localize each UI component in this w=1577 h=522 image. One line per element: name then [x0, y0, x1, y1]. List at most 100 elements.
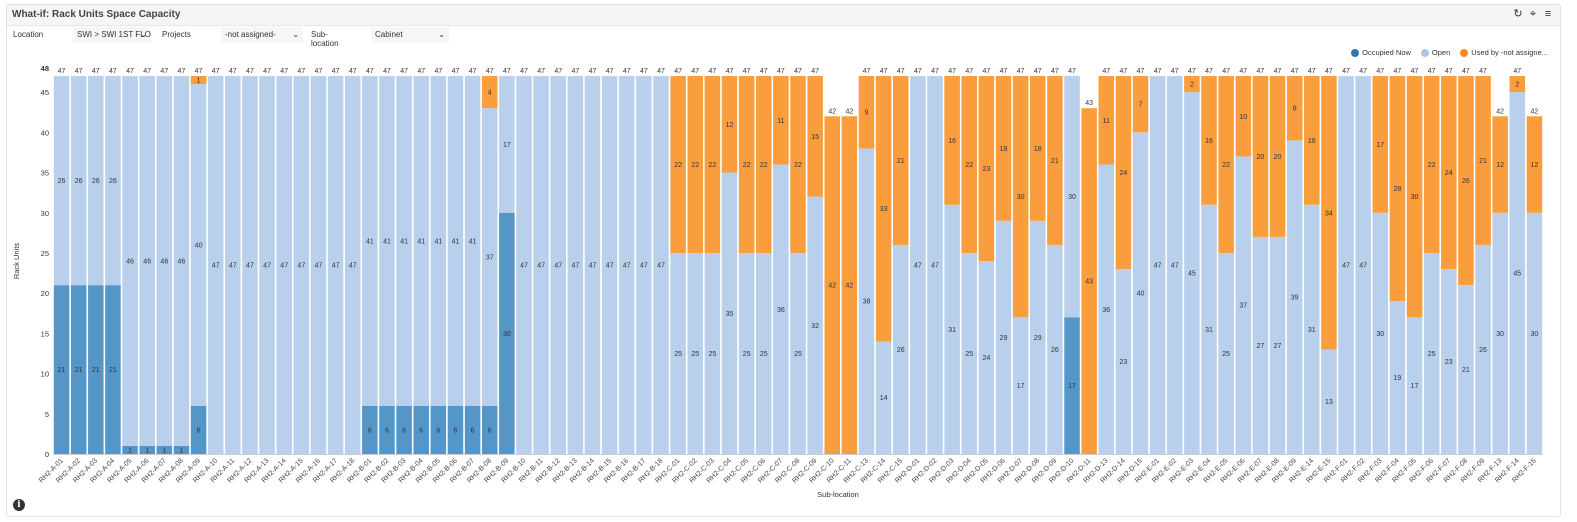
bar-segment[interactable]	[1081, 108, 1097, 454]
bar-segment[interactable]	[1509, 76, 1526, 93]
bar-segment[interactable]	[516, 76, 532, 455]
menu-icon[interactable]: ≡	[1544, 8, 1552, 20]
bar-segment[interactable]	[910, 76, 926, 455]
bar-segment[interactable]	[1252, 76, 1269, 237]
info-icon[interactable]: i	[13, 499, 25, 511]
location-select[interactable]: SWI > SWI 1ST FLO ⌄	[73, 27, 151, 43]
bar-segment[interactable]	[310, 76, 327, 455]
bar-segment[interactable]	[53, 285, 70, 454]
bar-segment[interactable]	[721, 76, 738, 173]
bar-segment[interactable]	[773, 76, 789, 165]
bar-segment[interactable]	[1458, 76, 1474, 286]
bar-segment[interactable]	[875, 341, 892, 454]
bar-segment[interactable]	[738, 76, 755, 253]
bar-segment[interactable]	[88, 285, 104, 454]
refresh-icon[interactable]: ↻	[1513, 8, 1523, 20]
bar-segment[interactable]	[1115, 269, 1132, 454]
projects-select[interactable]: -not assigned- ⌄	[221, 27, 303, 43]
bar-segment[interactable]	[1406, 317, 1423, 454]
bar-segment[interactable]	[687, 76, 704, 253]
bar-segment[interactable]	[1218, 252, 1234, 454]
bar-segment[interactable]	[1047, 76, 1063, 245]
bar-segment[interactable]	[1321, 349, 1337, 454]
bar-segment[interactable]	[1235, 156, 1252, 455]
bar-segment[interactable]	[396, 76, 412, 406]
bar-segment[interactable]	[464, 405, 481, 454]
bar-segment[interactable]	[156, 76, 173, 446]
bar-segment[interactable]	[379, 405, 395, 454]
bar-segment[interactable]	[1406, 76, 1423, 318]
bar-segment[interactable]	[1218, 76, 1234, 253]
bar-segment[interactable]	[927, 76, 943, 455]
bar-segment[interactable]	[755, 252, 772, 454]
bar-segment[interactable]	[481, 108, 498, 406]
bar-segment[interactable]	[499, 212, 515, 454]
bar-segment[interactable]	[1372, 76, 1389, 213]
bar-segment[interactable]	[738, 252, 755, 454]
bar-segment[interactable]	[1047, 244, 1063, 454]
bar-segment[interactable]	[567, 76, 584, 455]
bar-segment[interactable]	[156, 445, 173, 454]
bar-segment[interactable]	[1492, 212, 1508, 454]
bar-segment[interactable]	[190, 405, 207, 454]
bar-segment[interactable]	[944, 76, 960, 205]
bar-segment[interactable]	[1423, 252, 1440, 454]
bar-segment[interactable]	[1441, 76, 1457, 270]
bar-segment[interactable]	[1064, 317, 1080, 454]
bar-segment[interactable]	[190, 76, 207, 85]
bar-segment[interactable]	[1201, 204, 1217, 454]
bar-segment[interactable]	[858, 76, 875, 149]
bar-segment[interactable]	[1030, 220, 1046, 454]
bar-segment[interactable]	[1132, 76, 1149, 133]
bar-segment[interactable]	[362, 405, 378, 454]
bar-segment[interactable]	[190, 84, 207, 406]
bar-segment[interactable]	[447, 405, 464, 454]
bar-segment[interactable]	[1269, 76, 1286, 237]
bar-segment[interactable]	[225, 76, 241, 455]
bar-segment[interactable]	[875, 76, 892, 342]
bar-segment[interactable]	[636, 76, 652, 455]
bar-segment[interactable]	[1167, 76, 1183, 455]
bar-segment[interactable]	[430, 405, 447, 454]
bar-segment[interactable]	[1269, 236, 1286, 454]
bar-segment[interactable]	[1235, 76, 1252, 157]
bar-segment[interactable]	[1030, 76, 1046, 221]
bar-segment[interactable]	[1321, 76, 1337, 350]
bar-segment[interactable]	[1526, 116, 1543, 213]
bar-segment[interactable]	[1441, 269, 1457, 454]
bar-segment[interactable]	[533, 76, 549, 455]
bar-segment[interactable]	[1458, 285, 1474, 454]
bar-segment[interactable]	[70, 285, 87, 454]
bar-segment[interactable]	[1286, 140, 1303, 454]
bar-segment[interactable]	[1132, 132, 1149, 454]
legend-item-open[interactable]: Open	[1420, 48, 1450, 57]
bar-segment[interactable]	[1012, 76, 1029, 318]
bar-segment[interactable]	[584, 76, 601, 455]
bar-segment[interactable]	[704, 252, 721, 454]
bar-segment[interactable]	[105, 76, 121, 286]
bar-segment[interactable]	[687, 252, 704, 454]
legend-item-occupied[interactable]: Occupied Now	[1351, 48, 1411, 57]
bar-segment[interactable]	[773, 164, 789, 455]
bar-segment[interactable]	[293, 76, 310, 455]
bar-segment[interactable]	[1423, 76, 1440, 253]
bar-segment[interactable]	[944, 204, 960, 454]
bar-segment[interactable]	[1012, 317, 1029, 454]
bar-segment[interactable]	[327, 76, 344, 455]
bar-segment[interactable]	[1201, 76, 1217, 205]
bar-segment[interactable]	[1372, 212, 1389, 454]
bar-segment[interactable]	[721, 172, 738, 454]
bar-segment[interactable]	[105, 285, 121, 454]
bar-segment[interactable]	[807, 196, 823, 454]
bar-segment[interactable]	[653, 76, 669, 455]
bar-segment[interactable]	[139, 76, 155, 446]
bar-segment[interactable]	[670, 76, 686, 253]
bar-segment[interactable]	[413, 405, 429, 454]
bar-segment[interactable]	[1304, 76, 1320, 205]
sublocation-select[interactable]: Cabinet ⌄	[371, 27, 449, 43]
bar-segment[interactable]	[1355, 76, 1371, 455]
bar-segment[interactable]	[413, 76, 429, 406]
bar-segment[interactable]	[1389, 76, 1406, 302]
bar-segment[interactable]	[481, 76, 498, 109]
bar-segment[interactable]	[70, 76, 87, 286]
